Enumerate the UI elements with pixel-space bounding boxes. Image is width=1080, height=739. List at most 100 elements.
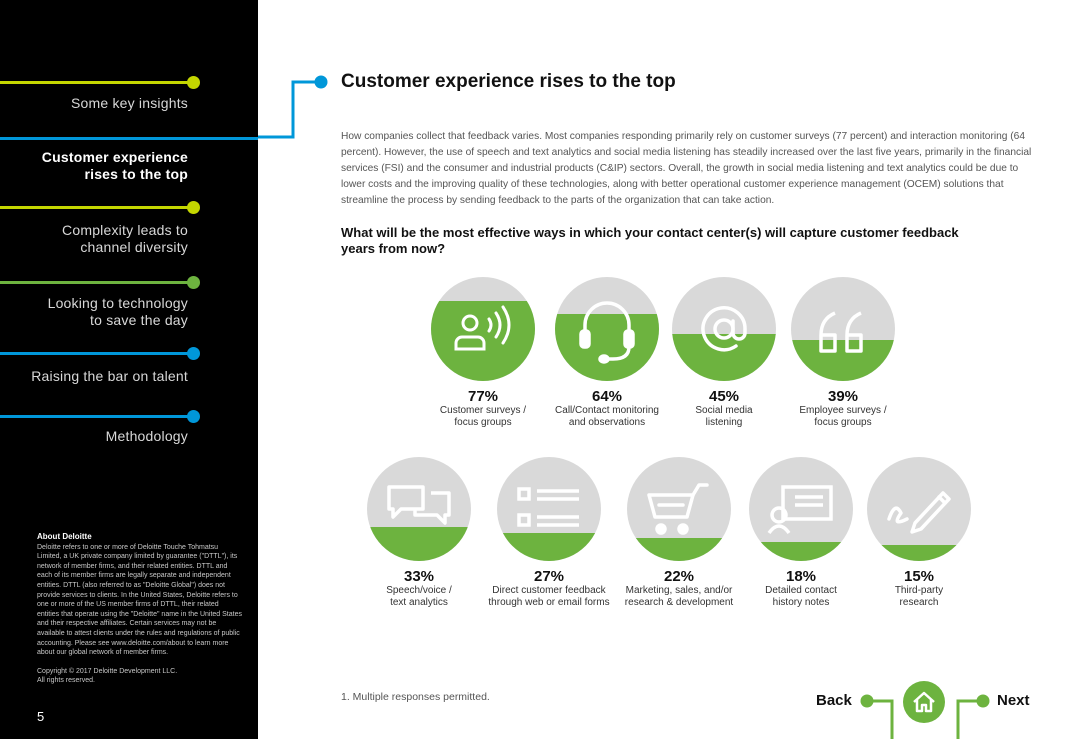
- stat-circle: [555, 277, 659, 381]
- stat-label: Detailed contact: [765, 585, 837, 596]
- stat-label: research: [899, 597, 939, 608]
- stat-circle: [367, 457, 471, 561]
- about-title: About Deloitte: [37, 532, 92, 541]
- page-number: 5: [37, 709, 45, 724]
- speaking-person-icon: [454, 305, 511, 351]
- headset-icon: [579, 301, 635, 364]
- nav-line-complexity: [0, 206, 188, 209]
- stat-circle: [431, 277, 535, 381]
- stat-percent: 64%: [591, 388, 623, 405]
- stat-label: Marketing, sales, and/or: [625, 585, 733, 596]
- stat-percent: 39%: [827, 388, 859, 405]
- stat-third-party: 15% Third-party research: [849, 457, 989, 609]
- sidebar-item-label: channel diversity: [80, 239, 188, 255]
- shopping-cart-icon: [647, 483, 709, 535]
- stat-percent: 33%: [403, 568, 435, 585]
- sidebar-item-key-insights[interactable]: Some key insights: [70, 95, 188, 111]
- stat-fill: [749, 542, 853, 561]
- stat-direct-feedback: 27% Direct customer feedback through web…: [479, 457, 619, 609]
- sidebar-item-label: Looking to technology: [47, 295, 188, 311]
- at-sign-icon: [701, 306, 747, 352]
- nav-line-methodology: [0, 415, 188, 418]
- stat-label: Customer surveys /: [439, 405, 527, 416]
- stat-circle: [867, 457, 971, 561]
- nav-dot-insights: [187, 76, 200, 89]
- stat-percent: 22%: [663, 568, 695, 585]
- footnote: 1. Multiple responses permitted.: [341, 691, 490, 703]
- sidebar-item-complexity[interactable]: Complexity leads to channel diversity: [62, 222, 188, 256]
- stat-percent: 45%: [708, 388, 740, 405]
- stat-label: Third-party: [894, 585, 944, 596]
- stat-fill: [672, 334, 776, 381]
- sidebar-item-customer-experience[interactable]: Customer experience rises to the top: [42, 149, 188, 183]
- intro-paragraph: How companies collect that feedback vari…: [341, 131, 1032, 206]
- stat-percent: 27%: [533, 568, 565, 585]
- stat-label: history notes: [772, 597, 830, 608]
- about-text: Deloitte refers to one or more of Deloit…: [37, 543, 242, 657]
- stat-label: Direct customer feedback: [492, 585, 606, 596]
- bottom-nav-lines: [860, 694, 990, 739]
- stat-contact-history: 18% Detailed contact history notes: [731, 457, 871, 609]
- stat-percent: 18%: [785, 568, 817, 585]
- stat-fill: [791, 340, 895, 381]
- copyright-text: Copyright © 2017 Deloitte Development LL…: [37, 667, 178, 675]
- stat-fill: [367, 526, 471, 561]
- nav-line-insights: [0, 81, 188, 84]
- stat-circle: [497, 457, 601, 561]
- stat-employee-surveys: 39% Employee surveys / focus groups: [773, 277, 913, 429]
- nav-line-technology: [0, 281, 188, 284]
- stat-fill: [867, 545, 971, 561]
- stat-speech-analytics: 33% Speech/voice / text analytics: [349, 457, 489, 609]
- active-connector: [258, 75, 328, 139]
- stat-circle: [672, 277, 776, 381]
- nav-dot-technology: [187, 276, 200, 289]
- pen-signature-icon: [887, 491, 951, 534]
- sidebar-item-talent[interactable]: Raising the bar on talent: [31, 368, 188, 384]
- sidebar-item-technology[interactable]: Looking to technology to save the day: [48, 295, 188, 329]
- stat-label: and observations: [568, 417, 646, 428]
- back-button[interactable]: Back: [816, 692, 852, 709]
- form-list-icon: [517, 487, 579, 527]
- survey-question: What will be the most effective ways in …: [341, 225, 959, 256]
- next-button[interactable]: Next: [997, 692, 1030, 709]
- sidebar-item-label: Complexity leads to: [62, 222, 188, 238]
- stat-fill: [555, 314, 659, 381]
- stat-marketing-research: 22% Marketing, sales, and/or research & …: [609, 457, 749, 609]
- stat-label: through web or email forms: [488, 597, 610, 608]
- sidebar-item-methodology[interactable]: Methodology: [105, 428, 188, 444]
- stat-label: listening: [705, 417, 743, 428]
- stat-percent: 77%: [467, 388, 499, 405]
- stat-label: focus groups: [454, 417, 512, 428]
- nav-dot-talent: [187, 347, 200, 360]
- quote-icon: [819, 311, 863, 353]
- about-deloitte: About Deloitte Deloitte refers to one or…: [37, 532, 242, 686]
- stat-label: Call/Contact monitoring: [555, 405, 659, 416]
- stat-percent: 15%: [903, 568, 935, 585]
- chat-bubbles-icon: [387, 485, 451, 525]
- contact-card-icon: [767, 485, 833, 535]
- nav-line-active: [0, 137, 258, 140]
- page-title: Customer experience rises to the top: [341, 71, 676, 92]
- stat-circle: [627, 457, 731, 561]
- stat-fill: [627, 538, 731, 561]
- rights-text: All rights reserved.: [37, 677, 95, 685]
- stat-customer-surveys: 77% Customer surveys / focus groups: [413, 277, 553, 429]
- stat-fill: [497, 532, 601, 561]
- stat-label: research & development: [624, 597, 734, 608]
- stat-label: Employee surveys /: [799, 405, 887, 416]
- nav-line-talent: [0, 352, 188, 355]
- stat-call-monitoring: 64% Call/Contact monitoring and observat…: [537, 277, 677, 429]
- home-icon: [913, 691, 935, 713]
- stat-label: focus groups: [814, 417, 872, 428]
- stat-label: Speech/voice /: [386, 585, 452, 596]
- home-button[interactable]: [903, 681, 945, 723]
- sidebar-item-label: to save the day: [90, 312, 188, 328]
- stat-social-media: 45% Social media listening: [654, 277, 794, 429]
- nav-dot-methodology: [187, 410, 200, 423]
- sidebar-item-label: Customer experience: [41, 149, 188, 165]
- stat-label: Social media: [695, 405, 753, 416]
- stat-circle: [749, 457, 853, 561]
- nav-dot-complexity: [187, 201, 200, 214]
- stat-circle: [791, 277, 895, 381]
- stat-label: text analytics: [390, 597, 448, 608]
